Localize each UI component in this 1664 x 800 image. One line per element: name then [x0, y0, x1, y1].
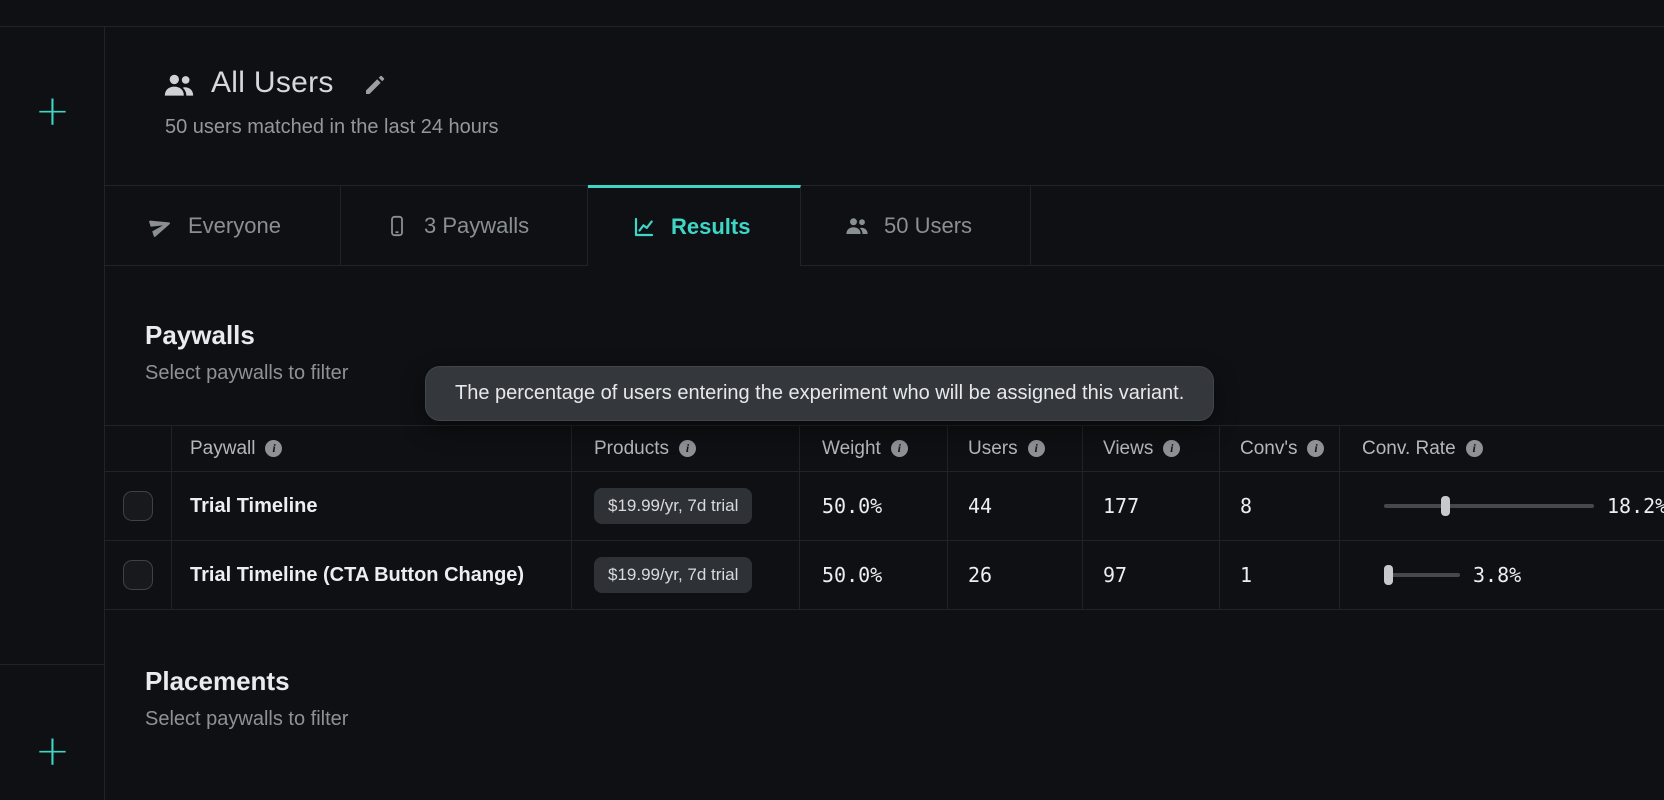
paper-plane-icon — [149, 214, 173, 238]
header-weight: Weight i — [800, 426, 948, 471]
users-cell: 26 — [948, 541, 1083, 609]
paywalls-section-title: Paywalls — [145, 320, 255, 350]
placements-section-title: Placements — [145, 666, 290, 696]
line-chart-icon — [632, 215, 656, 239]
conv-rate-slider-handle — [1384, 565, 1393, 585]
conv-rate-cell: 3.8% — [1340, 541, 1664, 609]
weight-cell: 50.0% — [800, 541, 948, 609]
header-users: Users i — [948, 426, 1083, 471]
header-checkbox-cell — [105, 426, 172, 471]
users-value: 26 — [968, 563, 993, 587]
column-label: Users — [968, 437, 1018, 459]
paywalls-section-subtitle: Select paywalls to filter — [145, 362, 349, 384]
convs-cell: 1 — [1220, 541, 1340, 609]
row-checkbox[interactable] — [123, 560, 153, 590]
row-checkbox[interactable] — [123, 491, 153, 521]
info-icon[interactable]: i — [265, 440, 283, 457]
views-cell: 177 — [1083, 472, 1220, 540]
conv-rate-slider-track — [1384, 565, 1460, 585]
header-convs: Conv's i — [1220, 426, 1340, 471]
tab-label: 3 Paywalls — [424, 212, 530, 238]
info-icon[interactable]: i — [1465, 440, 1483, 457]
page-subtitle: 50 users matched in the last 24 hours — [165, 116, 499, 138]
tab-label: Results — [671, 214, 751, 239]
convs-value: 1 — [1240, 563, 1253, 587]
paywall-name: Trial Timeline (CTA Button Change) — [190, 563, 525, 586]
paywall-cell: Trial Timeline (CTA Button Change) — [172, 541, 572, 609]
header-conv-rate: Conv. Rate i — [1340, 426, 1664, 471]
table-header-row: Paywall i Products i Weight i Users i Vi… — [105, 425, 1664, 472]
products-cell: $19.99/yr, 7d trial — [572, 541, 800, 609]
conv-rate-slider-handle — [1440, 496, 1450, 516]
header-products: Products i — [572, 426, 800, 471]
views-value: 97 — [1103, 563, 1128, 587]
conv-rate-cell: 18.2% — [1340, 472, 1664, 540]
weight-value: 50.0% — [822, 494, 883, 518]
column-label: Products — [594, 437, 669, 459]
tab-users[interactable]: 50 Users — [801, 185, 1031, 266]
info-icon[interactable]: i — [678, 440, 696, 457]
tooltip: The percentage of users entering the exp… — [425, 366, 1215, 421]
users-icon — [845, 214, 869, 238]
conv-rate-value: 3.8% — [1473, 563, 1522, 587]
column-label: Conv. Rate — [1362, 437, 1456, 459]
phone-icon — [385, 214, 409, 238]
convs-cell: 8 — [1220, 472, 1340, 540]
row-checkbox-cell — [105, 472, 172, 540]
header-views: Views i — [1083, 426, 1220, 471]
add-audience-button[interactable]: + — [34, 86, 71, 135]
table-row: Trial Timeline (CTA Button Change) $19.9… — [105, 541, 1664, 610]
paywall-cell: Trial Timeline — [172, 472, 572, 540]
row-checkbox-cell — [105, 541, 172, 609]
info-icon[interactable]: i — [1307, 440, 1325, 457]
products-cell: $19.99/yr, 7d trial — [572, 472, 800, 540]
edit-icon[interactable] — [363, 73, 387, 97]
users-cell: 44 — [948, 472, 1083, 540]
tab-label: Everyone — [188, 212, 281, 238]
tab-bar: Everyone 3 Paywalls Results — [105, 185, 1664, 266]
weight-cell: 50.0% — [800, 472, 948, 540]
tab-label: 50 Users — [884, 212, 973, 238]
column-label: Conv's — [1240, 437, 1298, 459]
product-badge: $19.99/yr, 7d trial — [594, 488, 753, 524]
product-badge: $19.99/yr, 7d trial — [594, 557, 753, 593]
top-bar — [0, 0, 1664, 27]
tab-paywalls[interactable]: 3 Paywalls — [341, 185, 588, 266]
sidebar: + + — [0, 27, 105, 800]
column-label: Views — [1103, 437, 1154, 459]
tab-results[interactable]: Results — [588, 185, 801, 266]
weight-value: 50.0% — [822, 563, 883, 587]
views-value: 177 — [1103, 494, 1140, 518]
conv-rate-value: 18.2% — [1607, 494, 1664, 518]
info-icon[interactable]: i — [1163, 440, 1181, 457]
views-cell: 97 — [1083, 541, 1220, 609]
users-icon — [163, 69, 195, 101]
info-icon[interactable]: i — [890, 440, 908, 457]
add-button-bottom[interactable]: + — [34, 726, 71, 775]
info-icon[interactable]: i — [1027, 440, 1045, 457]
paywalls-table: Paywall i Products i Weight i Users i Vi… — [105, 425, 1664, 610]
users-value: 44 — [968, 494, 993, 518]
header-paywall: Paywall i — [172, 426, 572, 471]
conv-rate-slider-track — [1384, 496, 1594, 516]
paywall-name: Trial Timeline — [190, 494, 318, 517]
convs-value: 8 — [1240, 494, 1253, 518]
placements-section-subtitle: Select paywalls to filter — [145, 708, 349, 730]
column-label: Paywall — [190, 437, 256, 459]
sidebar-divider — [0, 664, 105, 665]
tab-everyone[interactable]: Everyone — [105, 185, 341, 266]
table-row: Trial Timeline $19.99/yr, 7d trial 50.0%… — [105, 472, 1664, 541]
page-title: All Users — [211, 66, 334, 99]
tab-bar-filler — [1031, 185, 1664, 266]
column-label: Weight — [822, 437, 881, 459]
